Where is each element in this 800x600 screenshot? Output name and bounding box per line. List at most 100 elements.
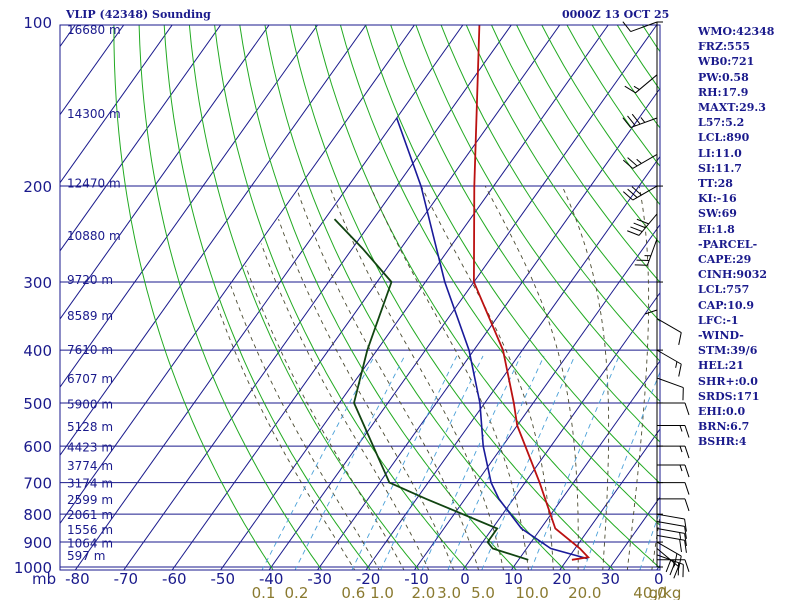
wind-barb-flag [684, 445, 690, 459]
dry-adiabat-line [390, 25, 660, 443]
height-label: 1064 m [67, 536, 113, 550]
moist-adiabat-line [245, 265, 405, 570]
dry-adiabat-line [264, 25, 566, 570]
mixing-ratio-label: 10.0 [515, 584, 548, 600]
wind-barb-shaft [656, 520, 685, 527]
wind-barb-flag [665, 559, 672, 573]
temperature-tick-label: -80 [65, 570, 90, 588]
moist-adiabat-line [369, 185, 529, 570]
parcel-trace [395, 117, 588, 560]
mixing-ratio-line [294, 355, 405, 570]
sounding-title: VLIP (42348) Sounding [66, 8, 211, 21]
wind-barb [634, 238, 658, 266]
dry-adiabat-line [214, 25, 469, 570]
mixing-ratio-line [380, 355, 484, 570]
wind-barb [656, 513, 687, 532]
wind-barb-flag [684, 425, 690, 438]
wind-barb-flag [684, 482, 690, 495]
dry-adiabat-line [490, 25, 660, 283]
temperature-tick-label: 0 [654, 570, 664, 588]
moist-adiabat-line [260, 243, 430, 570]
index-item: BSHR:4 [698, 435, 747, 449]
wind-barb-halfflag [640, 117, 646, 123]
dry-adiabat-line [415, 25, 660, 403]
isotherm-line [123, 25, 512, 570]
index-item: MAXT:29.3 [698, 101, 766, 115]
plot-area [60, 25, 660, 570]
wind-barb-shaft [656, 513, 685, 520]
wind-barb-flag [684, 518, 687, 532]
index-item: SW:69 [698, 207, 737, 221]
height-label: 3174 m [67, 477, 113, 491]
wind-barb [622, 21, 658, 33]
wind-barb-flag [678, 364, 682, 377]
wind-barb-flag [679, 539, 683, 552]
mixing-ratio-label: 0.2 [285, 584, 309, 600]
index-item: KI:-16 [698, 192, 737, 206]
isotherm-line [559, 428, 660, 570]
index-item: LI:11.0 [698, 146, 742, 160]
height-label: 597 m [67, 549, 105, 563]
height-label: 12470 m [67, 176, 121, 190]
wind-barb-flag [622, 21, 632, 32]
wind-barb [657, 424, 690, 438]
wind-barb-flag [627, 157, 638, 167]
index-item: RH:17.9 [698, 85, 749, 99]
mixing-ratio-line [421, 355, 522, 570]
index-item: -WIND- [698, 329, 744, 343]
dry-adiabat-line [188, 25, 420, 570]
pressure-tick-label: 700 [23, 475, 52, 493]
wind-barb [656, 548, 679, 579]
pressure-tick-label: 400 [23, 342, 52, 360]
moist-adiabat-line [216, 304, 356, 570]
index-item: LCL:890 [698, 131, 750, 145]
moist-adiabat-line [484, 185, 579, 570]
mixing-ratio-label: 20.0 [568, 584, 601, 600]
height-label: 2061 m [67, 508, 113, 522]
pressure-tick-label: 100 [23, 14, 52, 32]
index-item: EHI:0.0 [698, 405, 746, 419]
wind-barb-flag [669, 563, 676, 576]
temperature-tick-label: 0 [460, 570, 470, 588]
moist-adiabat-line [230, 285, 380, 570]
index-item: CINH:9032 [698, 268, 768, 282]
isotherm-line [60, 25, 270, 320]
height-label: 5900 m [67, 397, 113, 411]
isotherm-line [220, 25, 609, 570]
dewpoint-trace [333, 218, 529, 561]
height-label: 3774 m [67, 459, 113, 473]
height-label: 10880 m [67, 229, 121, 243]
wind-barb-flag [684, 464, 690, 478]
mixing-ratio-line [351, 355, 458, 570]
wind-barb [657, 464, 690, 478]
dry-adiabat-line [289, 25, 615, 570]
height-label: 8589 m [67, 309, 113, 323]
wind-barb-flag [644, 309, 658, 315]
wind-barb-flag [627, 115, 636, 127]
wind-barb-halfflag [679, 425, 683, 432]
wind-barb-shaft [632, 185, 658, 201]
pressure-tick-label: 500 [23, 395, 52, 413]
wind-barb-flag [633, 222, 646, 229]
mixing-ratio-label: 1.0 [370, 584, 394, 600]
wind-barb-halfflag [679, 464, 683, 472]
wind-barb-flag [673, 553, 678, 567]
index-item: HEL:21 [698, 359, 744, 373]
isotherm-line [171, 25, 561, 570]
sounding-datestamp: 0000Z 13 OCT 25 [562, 8, 670, 21]
index-item: STM:39/6 [698, 344, 758, 358]
moist-adiabat-line [297, 191, 480, 570]
dry-adiabat-line [465, 25, 660, 323]
wind-barb-halfflag [633, 85, 640, 91]
pressure-tick-label: 200 [23, 178, 52, 196]
wind-barb-flag [684, 540, 687, 553]
temperature-tick-label: -20 [356, 570, 381, 588]
dry-adiabat-line [440, 25, 660, 362]
index-item: SRDS:171 [698, 389, 760, 403]
temperature-trace [472, 25, 591, 561]
mixing-ratio-label: 0.1 [252, 584, 276, 600]
index-item: -PARCEL- [698, 237, 758, 251]
height-label: 2599 m [67, 493, 113, 507]
height-label: 14300 m [67, 107, 121, 121]
index-item: CAPE:29 [698, 253, 752, 267]
